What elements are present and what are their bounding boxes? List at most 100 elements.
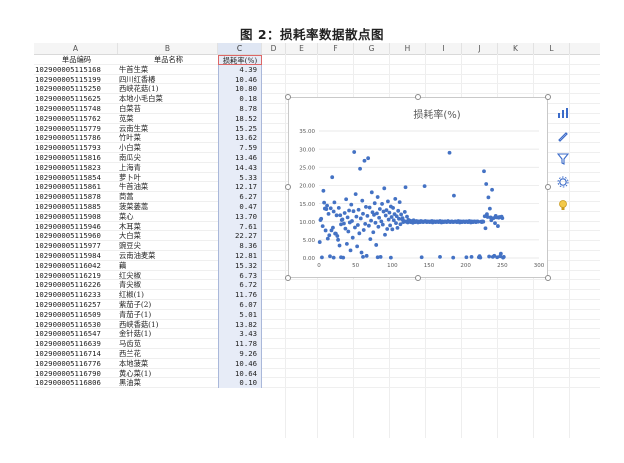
- cell-loss-rate[interactable]: 8.78: [218, 104, 262, 114]
- cell-item-name[interactable]: 牛首油菜: [119, 182, 149, 192]
- cell-item-name[interactable]: 菠菜蒌蒿: [119, 202, 149, 211]
- cell-item-code[interactable]: 102900005115984: [35, 251, 101, 260]
- column-header-h[interactable]: H: [390, 43, 426, 54]
- cell-loss-rate[interactable]: 4.39: [218, 64, 262, 75]
- column-header-f[interactable]: F: [318, 43, 354, 54]
- chart-style-brush-icon[interactable]: [553, 127, 573, 145]
- cell-item-code[interactable]: 102900005116714: [35, 349, 101, 358]
- chart-elements-icon[interactable]: [553, 104, 573, 122]
- cell-item-name[interactable]: 西峡香菇(1): [119, 319, 159, 329]
- resize-handle-top-left[interactable]: [285, 94, 291, 100]
- header-cell-code[interactable]: 单品编码: [61, 55, 92, 64]
- cell-item-code[interactable]: 102900005116639: [35, 339, 101, 349]
- cell-item-code[interactable]: 102900005115946: [35, 221, 101, 231]
- cell-item-code[interactable]: 102900005115168: [35, 64, 101, 74]
- cell-item-code[interactable]: 102900005116509: [35, 309, 101, 319]
- scatter-chart[interactable]: 损耗率(%) 0.00 5.00 10.00 15.00 20.00 25.00 30.00 3…: [288, 97, 548, 278]
- cell-item-code[interactable]: 102900005116257: [35, 300, 101, 309]
- cell-loss-rate[interactable]: 11.78: [218, 339, 262, 349]
- cell-item-code[interactable]: 102900005116547: [35, 329, 101, 339]
- column-header-j[interactable]: J: [462, 43, 498, 54]
- column-header-g[interactable]: G: [354, 43, 390, 54]
- cell-item-name[interactable]: 大白菜: [119, 231, 141, 241]
- cell-loss-rate[interactable]: 10.46: [218, 74, 262, 85]
- header-cell-name[interactable]: 单品名称: [153, 55, 184, 64]
- cell-loss-rate[interactable]: 13.62: [218, 133, 262, 144]
- cell-loss-rate[interactable]: 6.72: [218, 280, 262, 291]
- cell-loss-rate[interactable]: 13.46: [218, 153, 262, 163]
- cell-loss-rate[interactable]: 10.64: [218, 368, 262, 379]
- cell-item-code[interactable]: 102900005115977: [35, 241, 101, 251]
- cell-loss-rate[interactable]: 9.26: [218, 349, 262, 359]
- cell-item-name[interactable]: 青尖椒: [119, 280, 141, 290]
- resize-handle-bottom-right[interactable]: [545, 275, 551, 281]
- cell-item-code[interactable]: 102900005115625: [35, 94, 101, 104]
- column-header-k[interactable]: K: [498, 43, 534, 54]
- cell-item-code[interactable]: 102900005115762: [35, 113, 101, 123]
- cell-item-name[interactable]: 西峡花菇(1): [119, 84, 159, 94]
- cell-item-code[interactable]: 102900005116776: [35, 358, 101, 368]
- cell-item-name[interactable]: 木耳菜: [119, 221, 141, 231]
- cell-item-code[interactable]: 102900005115786: [35, 133, 101, 143]
- cell-item-name[interactable]: 苋菜: [119, 113, 134, 123]
- cell-loss-rate[interactable]: 15.32: [218, 260, 262, 271]
- resize-handle-middle-right[interactable]: [545, 184, 551, 190]
- cell-item-code[interactable]: 102900005115960: [35, 231, 101, 241]
- cell-item-code[interactable]: 102900005116806: [35, 378, 101, 388]
- cell-loss-rate[interactable]: 13.82: [218, 319, 262, 330]
- cell-item-name[interactable]: 白菜苔: [119, 104, 141, 113]
- cell-loss-rate[interactable]: 14.43: [218, 162, 262, 173]
- cell-item-code[interactable]: 102900005116226: [35, 280, 101, 290]
- cell-item-name[interactable]: 紫茄子(2): [119, 300, 152, 309]
- resize-handle-bottom-left[interactable]: [285, 275, 291, 281]
- cell-loss-rate[interactable]: 6.27: [218, 192, 262, 202]
- chart-idea-lightbulb-icon[interactable]: [553, 196, 573, 214]
- chart-filter-icon[interactable]: [553, 150, 573, 168]
- cell-item-name[interactable]: 西兰花: [119, 349, 141, 358]
- header-cell-loss-rate[interactable]: 损耗率(%): [218, 55, 262, 65]
- cell-loss-rate[interactable]: 15.25: [218, 123, 262, 134]
- cell-loss-rate[interactable]: 5.33: [218, 172, 262, 183]
- cell-item-name[interactable]: 云南生菜: [119, 123, 149, 133]
- cell-loss-rate[interactable]: 22.27: [218, 231, 262, 242]
- cell-item-code[interactable]: 102900005116219: [35, 270, 101, 280]
- column-header-b[interactable]: B: [118, 43, 218, 54]
- cell-loss-rate[interactable]: 5.01: [218, 309, 262, 320]
- cell-item-name[interactable]: 黄心菜(1): [119, 368, 152, 378]
- cell-loss-rate[interactable]: 10.80: [218, 84, 262, 95]
- cell-loss-rate[interactable]: 6.73: [218, 270, 262, 281]
- cell-item-code[interactable]: 102900005116790: [35, 368, 101, 378]
- cell-item-name[interactable]: 豌豆尖: [119, 241, 141, 251]
- cell-item-name[interactable]: 茼蒿: [119, 192, 134, 202]
- cell-loss-rate[interactable]: 12.81: [218, 251, 262, 261]
- cell-item-name[interactable]: 南瓜尖: [119, 153, 141, 162]
- cell-item-name[interactable]: 金针菇(1): [119, 329, 152, 339]
- cell-loss-rate[interactable]: 8.36: [218, 241, 262, 251]
- cell-item-name[interactable]: 本地小毛白菜: [119, 94, 163, 104]
- cell-item-code[interactable]: 102900005115908: [35, 211, 101, 221]
- cell-loss-rate[interactable]: 0.18: [218, 94, 262, 104]
- cell-loss-rate[interactable]: 13.70: [218, 211, 262, 222]
- cell-item-code[interactable]: 102900005115816: [35, 153, 101, 162]
- column-header-d[interactable]: D: [262, 43, 286, 54]
- cell-loss-rate[interactable]: 0.10: [218, 378, 262, 389]
- cell-item-code[interactable]: 102900005115199: [35, 74, 101, 84]
- resize-handle-bottom-center[interactable]: [415, 275, 421, 281]
- cell-item-code[interactable]: 102900005115878: [35, 192, 101, 202]
- cell-item-code[interactable]: 102900005115885: [35, 202, 101, 211]
- resize-handle-middle-left[interactable]: [285, 184, 291, 190]
- cell-item-name[interactable]: 红尖椒: [119, 270, 141, 280]
- cell-loss-rate[interactable]: 18.52: [218, 113, 262, 124]
- column-header-i[interactable]: I: [426, 43, 462, 54]
- column-header-a[interactable]: A: [34, 43, 118, 54]
- cell-item-name[interactable]: 上海青: [119, 162, 141, 172]
- cell-item-name[interactable]: 小白菜: [119, 143, 141, 153]
- cell-item-code[interactable]: 102900005116233: [35, 290, 101, 300]
- cell-item-name[interactable]: 马齿苋: [119, 339, 141, 349]
- cell-item-name[interactable]: 本地菠菜: [119, 358, 149, 368]
- cell-item-code[interactable]: 102900005115861: [35, 182, 101, 192]
- column-header-l[interactable]: L: [534, 43, 570, 54]
- cell-item-name[interactable]: 青茄子(1): [119, 309, 152, 319]
- cell-loss-rate[interactable]: 12.17: [218, 182, 262, 193]
- cell-item-code[interactable]: 102900005115779: [35, 123, 101, 133]
